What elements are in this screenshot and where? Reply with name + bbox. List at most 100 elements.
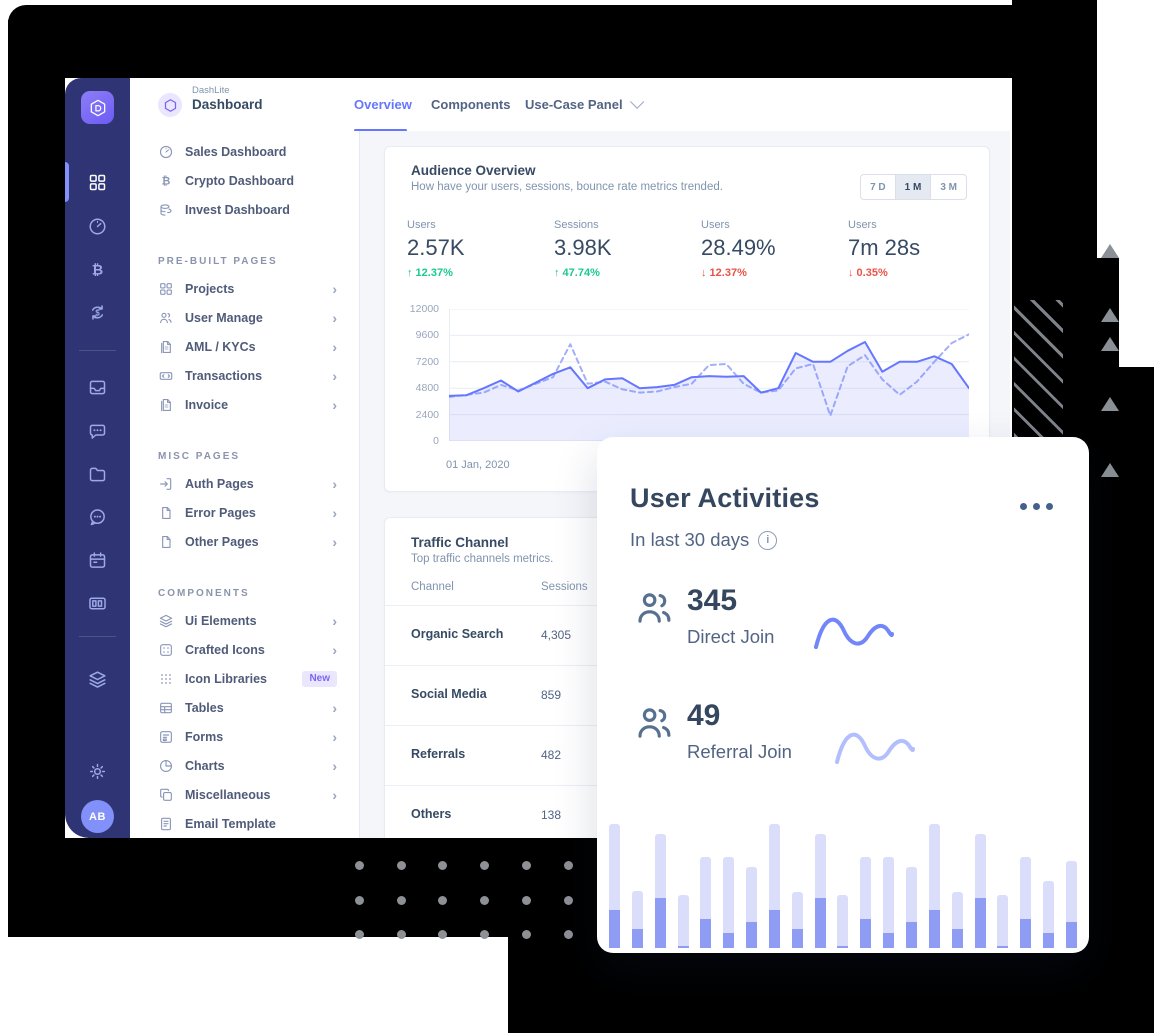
sidebar-item-aml-kycs[interactable]: AML / KYCs ›: [130, 332, 359, 361]
user-avatar[interactable]: AB: [81, 800, 114, 833]
dot-decor: [521, 861, 531, 870]
rail-item-inbox[interactable]: [65, 372, 130, 402]
chevron-right-icon: ›: [332, 757, 337, 774]
metric-change: ↓ 0.35%: [848, 267, 888, 279]
decor-black-bottomleft-block: [8, 838, 597, 937]
rail-item-folder[interactable]: [65, 459, 130, 489]
coins-icon: [160, 203, 172, 216]
sidebar-item-tables[interactable]: Tables ›: [130, 693, 359, 722]
sidebar-item-ui-elements[interactable]: Ui Elements ›: [130, 606, 359, 635]
chevron-right-icon: ›: [332, 475, 337, 492]
sidebar-item-invoice[interactable]: Invoice ›: [130, 390, 359, 419]
stacked-bar: [700, 857, 712, 948]
rail-item-board[interactable]: [65, 588, 130, 618]
stat-label: Direct Join: [687, 626, 775, 647]
channel-cell: Others: [411, 807, 452, 821]
stat-value: 49: [687, 699, 721, 732]
metric-change: ↓ 12.37%: [701, 267, 747, 279]
wave-sparkline: [814, 617, 894, 649]
rail-item-layers[interactable]: [65, 664, 130, 694]
sidebar-item-crafted-icons[interactable]: Crafted Icons ›: [130, 635, 359, 664]
sidebar-item-transactions[interactable]: Transactions ›: [130, 361, 359, 390]
range-button-3m[interactable]: 3 M: [930, 174, 967, 200]
metric-label: Users: [848, 219, 877, 231]
menu-section-caption: PRE-BUILT PAGES: [158, 255, 278, 267]
svg-text:₿: ₿: [92, 261, 103, 277]
sidebar-item-icon-libraries[interactable]: Icon Libraries New: [130, 664, 359, 693]
tab-use-case-panel[interactable]: Use-Case Panel: [525, 78, 644, 130]
sidebar-item-other-pages[interactable]: Other Pages ›: [130, 527, 359, 556]
info-icon[interactable]: i: [758, 530, 778, 550]
triangle-icon: [1101, 308, 1119, 322]
ellipsis-menu-icon[interactable]: [1020, 503, 1053, 510]
sidebar-item-auth-pages[interactable]: Auth Pages ›: [130, 469, 359, 498]
sidebar-item-invest-dashboard[interactable]: Invest Dashboard: [130, 195, 359, 224]
y-axis-tick: 12000: [409, 303, 439, 315]
rail-item-chat[interactable]: [65, 416, 130, 446]
rail-item-gear[interactable]: [65, 756, 130, 786]
signin-icon: [160, 477, 172, 490]
chat-round-icon: [90, 508, 105, 525]
dashlite-logo-icon[interactable]: [81, 91, 114, 124]
stacked-bar: [837, 895, 849, 948]
metric-label: Users: [407, 219, 436, 231]
stacked-bar: [746, 867, 758, 948]
dot-decor: [480, 895, 490, 905]
card-subtitle: In last 30 days: [630, 529, 750, 550]
sidebar-item-miscellaneous[interactable]: Miscellaneous ›: [130, 780, 359, 809]
sidebar-item-charts[interactable]: Charts ›: [130, 751, 359, 780]
sidebar-item-sales-dashboard[interactable]: Sales Dashboard: [130, 137, 359, 166]
sidebar-item-label: Error Pages: [185, 505, 256, 520]
rail-item-exchange[interactable]: $: [65, 297, 130, 327]
dot-decor: [480, 861, 490, 870]
sidebar-item-projects[interactable]: Projects ›: [130, 274, 359, 303]
rail-item-speedometer[interactable]: [65, 211, 130, 241]
users-icon: [633, 587, 675, 629]
metric-label: Users: [701, 219, 730, 231]
stacked-bar: [631, 891, 643, 948]
sidebar-item-forms[interactable]: Forms ›: [130, 722, 359, 751]
sidebar-item-error-pages[interactable]: Error Pages ›: [130, 498, 359, 527]
audience-overview-card: Audience Overview How have your users, s…: [384, 146, 990, 492]
chat-icon: [89, 424, 106, 439]
dot-decor: [563, 930, 573, 939]
dot-decor: [521, 895, 531, 905]
sidebar-item-email-template[interactable]: Email Template: [130, 809, 359, 838]
triangle-icon: [1101, 397, 1119, 411]
rail-item-grid[interactable]: [65, 167, 130, 197]
tab-overview[interactable]: Overview: [354, 96, 412, 112]
column-header-sessions: Sessions: [541, 581, 588, 593]
rail-item-bitcoin[interactable]: ₿: [65, 254, 130, 284]
dot-decor: [438, 930, 448, 939]
page-title: Dashboard: [192, 96, 263, 112]
calendar-icon: [89, 551, 106, 568]
metric-change: ↑ 47.74%: [554, 267, 600, 279]
chevron-right-icon: ›: [332, 367, 337, 384]
tab-components[interactable]: Components: [431, 96, 511, 112]
chevron-right-icon: ›: [332, 641, 337, 658]
sidebar-item-label: Forms: [185, 729, 224, 744]
stacked-bar: [928, 824, 940, 948]
app-header: DashLite Dashboard Overview Components Use…: [130, 78, 1010, 132]
card-title: Traffic Channel: [411, 535, 509, 550]
stacked-bar: [654, 834, 666, 948]
range-button-7d[interactable]: 7 D: [860, 174, 896, 200]
sidebar-item-user-manage[interactable]: User Manage ›: [130, 303, 359, 332]
form-icon: [160, 730, 172, 743]
brand-block: DashLite Dashboard: [192, 85, 263, 112]
wave-sparkline: [835, 732, 915, 764]
range-button-1m[interactable]: 1 M: [894, 174, 932, 200]
decor-black-right-step1: [1097, 258, 1119, 1033]
sidebar-item-crypto-dashboard[interactable]: ₿ Crypto Dashboard: [130, 166, 359, 195]
rail-item-chat-round[interactable]: [65, 502, 130, 532]
brand-name: DashLite: [192, 85, 230, 96]
card-subtitle: How have your users, sessions, bounce ra…: [411, 181, 723, 193]
rail-item-calendar[interactable]: [65, 545, 130, 575]
sessions-cell: 482: [541, 748, 562, 762]
inbox-icon: [89, 380, 106, 394]
sidebar-item-label: Ui Elements: [185, 613, 257, 628]
users-icon: [633, 702, 675, 744]
bitcoin-icon: ₿: [92, 261, 103, 277]
layers-icon: [159, 614, 173, 627]
copy-icon: [160, 788, 172, 801]
